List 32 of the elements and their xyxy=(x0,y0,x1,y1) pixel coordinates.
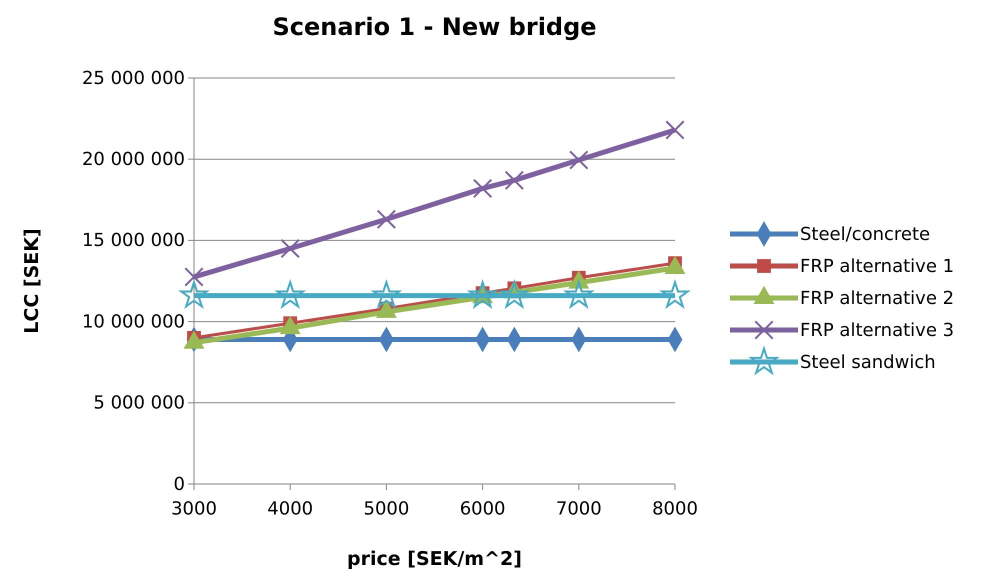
x-tick-label: 3000 xyxy=(171,498,217,520)
point xyxy=(376,210,396,230)
legend-label: FRP alternative 1 xyxy=(800,256,954,277)
legend-label: Steel sandwich xyxy=(800,352,936,373)
y-tick-label: 10 000 000 xyxy=(82,311,185,332)
point xyxy=(180,281,208,308)
point xyxy=(468,281,496,308)
point xyxy=(569,150,589,170)
point xyxy=(661,281,689,308)
legend-label: Steel/concrete xyxy=(800,224,930,245)
y-tick-label: 20 000 000 xyxy=(82,148,185,170)
x-tick-label: 4000 xyxy=(267,498,314,520)
chart-title: Scenario 1 - New bridge xyxy=(272,13,597,41)
legend-label: FRP alternative 3 xyxy=(800,320,954,341)
point xyxy=(504,170,524,190)
y-tick-label: 0 xyxy=(174,474,185,495)
legend-label: FRP alternative 2 xyxy=(800,288,954,309)
x-axis-title: price [SEK/m^2] xyxy=(347,548,522,570)
point xyxy=(472,178,492,198)
x-tick-label: 5000 xyxy=(363,498,410,520)
point xyxy=(372,281,400,308)
x-tick-label: 6000 xyxy=(460,498,506,520)
y-tick-label: 25 000 000 xyxy=(82,68,185,89)
y-axis-title: LCC [SEK] xyxy=(21,228,43,334)
point xyxy=(500,281,528,308)
point xyxy=(184,267,204,287)
x-tick-label: 7000 xyxy=(556,498,602,520)
point xyxy=(280,238,300,258)
point xyxy=(665,120,685,140)
y-tick-label: 5 000 000 xyxy=(93,392,185,414)
x-tick-label: 8000 xyxy=(652,498,698,520)
y-tick-label: 15 000 000 xyxy=(82,230,185,252)
